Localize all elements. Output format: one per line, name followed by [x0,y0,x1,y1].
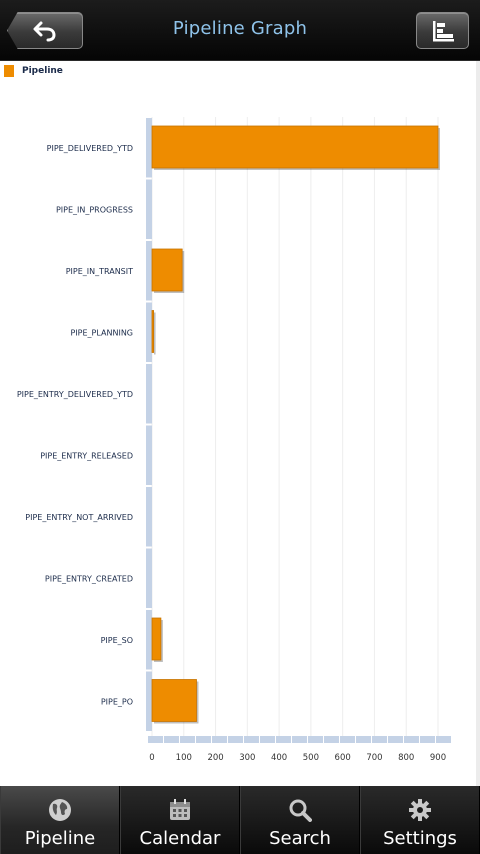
x-axis-segment [388,736,403,743]
bar-chart-icon [432,20,454,41]
x-tick-label: 500 [303,753,319,763]
tab-search[interactable]: Search [240,786,360,854]
x-axis-segment [164,736,179,743]
tab-calendar[interactable]: Calendar [120,786,240,854]
x-tick-label: 900 [430,753,446,763]
category-label: PIPE_ENTRY_RELEASED [40,451,133,460]
tab-label: Search [269,828,331,849]
y-axis-segment [146,425,152,485]
tab-label: Calendar [139,828,221,849]
x-tick-label: 600 [335,753,351,763]
x-axis-segment [196,736,211,743]
x-axis-segment [356,736,371,743]
calendar-icon [170,799,190,820]
category-label: PIPE_IN_PROGRESS [56,205,133,214]
x-tick-label: 100 [176,753,192,763]
x-tick-label: 0 [149,753,154,763]
back-button[interactable] [7,12,83,49]
x-axis-segment [372,736,387,743]
search-icon [289,799,312,822]
header-bar: Pipeline Graph [0,0,480,61]
x-axis-segment [308,736,323,743]
y-axis-segment [146,671,152,731]
chart-area: Pipeline PIPE_DELIVERED_YTD PIPE_IN_PROGR… [0,61,480,786]
y-axis-segment [146,610,152,670]
globe-icon [49,799,71,821]
y-axis-segment [146,118,152,178]
bar-pipe-so [151,617,162,661]
bar-pipe-po [151,679,197,722]
y-axis-segment [146,179,152,239]
tab-pipeline[interactable]: Pipeline [0,786,120,854]
x-tick-label: 300 [239,753,255,763]
page-title: Pipeline Graph [172,18,308,39]
legend-swatch [4,65,14,77]
x-axis-segment [148,736,163,743]
bar-shadow [154,312,156,355]
x-axis-segment [292,736,307,743]
y-axis-segment [146,487,152,547]
y-axis-segment [146,548,152,608]
bottom-tab-bar: Pipeline Calendar Search [0,786,480,854]
x-tick-label: 700 [366,753,382,763]
x-axis-segment [228,736,243,743]
back-arrow-icon [33,21,56,41]
pipeline-bar-chart: PIPE_DELIVERED_YTD PIPE_IN_PROGRESS PIPE_I… [17,117,451,763]
legend-label: Pipeline [22,66,63,76]
x-axis-segment [180,736,195,743]
x-axis-segment [340,736,355,743]
category-label: PIPE_PLANNING [70,328,133,337]
y-axis-segment [146,364,152,424]
category-label: PIPE_ENTRY_DELIVERED_YTD [17,390,133,399]
category-label: PIPE_ENTRY_CREATED [45,574,133,583]
chart-legend: Pipeline [4,65,63,77]
bar-pipe-delivered-ytd [151,125,439,169]
x-axis-segment [244,736,259,743]
gear-icon [409,799,431,821]
category-label: PIPE_ENTRY_NOT_ARRIVED [25,513,133,522]
x-axis-segment [404,736,419,743]
x-tick-label: 200 [207,753,223,763]
x-tick-label: 400 [271,753,287,763]
tab-settings[interactable]: Settings [360,786,480,854]
x-axis-segment [436,736,451,743]
tab-label: Pipeline [24,828,96,849]
category-label: PIPE_DELIVERED_YTD [47,144,133,153]
bar-pipe-planning [151,310,154,353]
x-axis-segment [212,736,227,743]
x-tick-label: 800 [398,753,414,763]
category-label: PIPE_SO [101,636,133,645]
category-label: PIPE_PO [101,697,133,706]
y-axis-segment [146,241,152,301]
x-axis-segment [324,736,339,743]
tab-label: Settings [383,828,457,849]
x-axis-segment [420,736,435,743]
category-label: PIPE_IN_TRANSIT [66,267,133,276]
chart-toggle-button[interactable] [416,12,469,49]
x-axis-segment [276,736,291,743]
y-axis-segment [146,302,152,362]
bar-pipe-in-transit [151,248,183,292]
x-axis-segment [260,736,275,743]
